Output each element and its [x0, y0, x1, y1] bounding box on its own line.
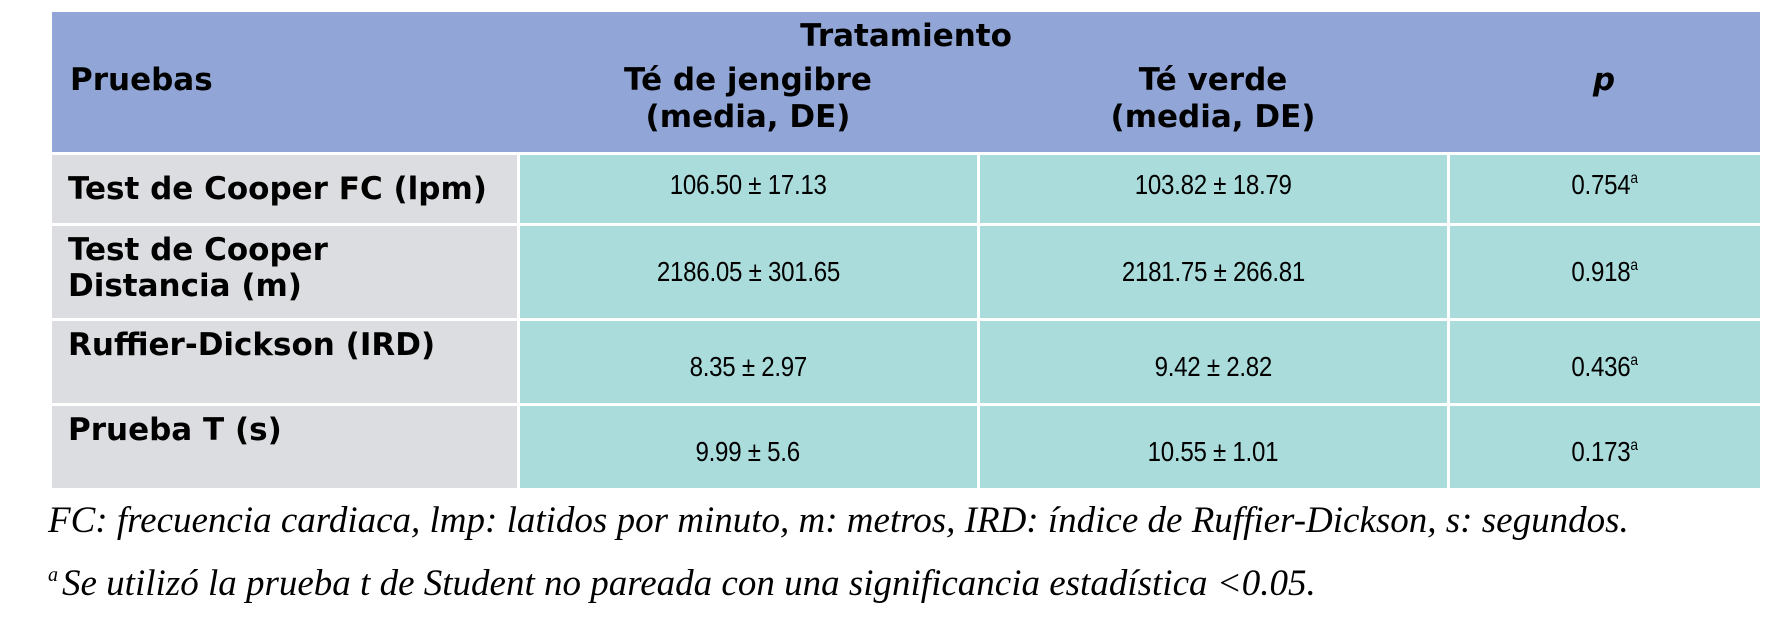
- p-value: 0.436: [1571, 351, 1631, 382]
- header-row: Tratamiento Pruebas Té de jengibre (medi…: [52, 12, 1760, 155]
- header-p-value: p: [1592, 62, 1616, 98]
- green-value-cell: 2181.75 ± 266.81: [976, 223, 1448, 321]
- p-value-cell: 0.918a: [1446, 223, 1760, 321]
- p-value: 0.918: [1571, 256, 1631, 287]
- green-value: 10.55 ± 1.01: [1147, 436, 1279, 467]
- table-row: Prueba T (s) 9.99 ± 5.6 10.55 ± 1.01 0.1…: [52, 403, 1760, 491]
- row-label: Ruffier-Dickson (IRD): [52, 318, 518, 406]
- p-value: 0.173: [1571, 436, 1631, 467]
- p-value-cell: 0.173a: [1446, 403, 1760, 491]
- green-value: 103.82 ± 18.79: [1134, 169, 1292, 200]
- table-row: Ruffier-Dickson (IRD) 8.35 ± 2.97 9.42 ±…: [52, 318, 1760, 406]
- ginger-value: 8.35 ± 2.97: [689, 351, 807, 382]
- row-label: Prueba T (s): [52, 403, 518, 491]
- green-value-cell: 103.82 ± 18.79: [976, 152, 1448, 226]
- header-group-label: Tratamiento: [800, 18, 1012, 54]
- row-label-line1: Prueba T (s): [68, 412, 282, 448]
- row-label-line1: Test de Cooper: [68, 232, 328, 268]
- abbreviations-note: FC: frecuencia cardiaca, lmp: latidos po…: [48, 500, 1629, 541]
- header-ginger-line1: Té de jengibre: [624, 62, 872, 98]
- row-label-line1: Test de Cooper FC (lpm): [68, 171, 487, 207]
- table-row: Test de Cooper FC (lpm) 106.50 ± 17.13 1…: [52, 152, 1760, 226]
- p-value-superscript: a: [1630, 170, 1639, 187]
- header-green-line2: (media, DE): [1110, 99, 1316, 135]
- ginger-value-cell: 8.35 ± 2.97: [516, 318, 978, 406]
- ginger-value: 2186.05 ± 301.65: [656, 256, 840, 287]
- p-value-superscript: a: [1630, 257, 1639, 274]
- p-value-cell: 0.436a: [1446, 318, 1760, 406]
- green-value: 2181.75 ± 266.81: [1121, 256, 1305, 287]
- table-row: Test de Cooper Distancia (m) 2186.05 ± 3…: [52, 223, 1760, 321]
- p-value-superscript: a: [1630, 437, 1639, 454]
- header-green-tea: Té verde (media, DE): [978, 62, 1448, 136]
- green-value: 9.42 ± 2.82: [1154, 351, 1272, 382]
- footnote-text: Se utilizó la prueba t de Student no par…: [62, 563, 1316, 604]
- p-value-superscript: a: [1630, 352, 1639, 369]
- row-label-line2: Distancia (m): [68, 268, 302, 304]
- row-label: Test de Cooper Distancia (m): [52, 223, 518, 321]
- ginger-value-cell: 2186.05 ± 301.65: [516, 223, 978, 321]
- ginger-value-cell: 9.99 ± 5.6: [516, 403, 978, 491]
- green-value-cell: 10.55 ± 1.01: [976, 403, 1448, 491]
- footnote: a Se utilizó la prueba t de Student no pa…: [48, 548, 1768, 611]
- green-value-cell: 9.42 ± 2.82: [976, 318, 1448, 406]
- p-value: 0.754: [1571, 169, 1631, 200]
- table-notes: FC: frecuencia cardiaca, lmp: latidos po…: [48, 494, 1768, 611]
- header-ginger-line2: (media, DE): [645, 99, 851, 135]
- p-value-cell: 0.754a: [1446, 152, 1760, 226]
- table-header: Tratamiento Pruebas Té de jengibre (medi…: [52, 12, 1760, 155]
- ginger-value: 9.99 ± 5.6: [695, 436, 801, 467]
- footnote-mark: a: [48, 564, 58, 586]
- results-table: Tratamiento Pruebas Té de jengibre (medi…: [52, 12, 1760, 491]
- ginger-value-cell: 106.50 ± 17.13: [516, 152, 978, 226]
- table-body: Test de Cooper FC (lpm) 106.50 ± 17.13 1…: [52, 152, 1760, 491]
- ginger-value: 106.50 ± 17.13: [669, 169, 827, 200]
- row-label: Test de Cooper FC (lpm): [52, 152, 518, 226]
- row-label-line1: Ruffier-Dickson (IRD): [68, 327, 436, 363]
- header-tests: Pruebas: [70, 62, 213, 98]
- header-green-line1: Té verde: [1138, 62, 1288, 98]
- header-ginger-tea: Té de jengibre (media, DE): [518, 62, 978, 136]
